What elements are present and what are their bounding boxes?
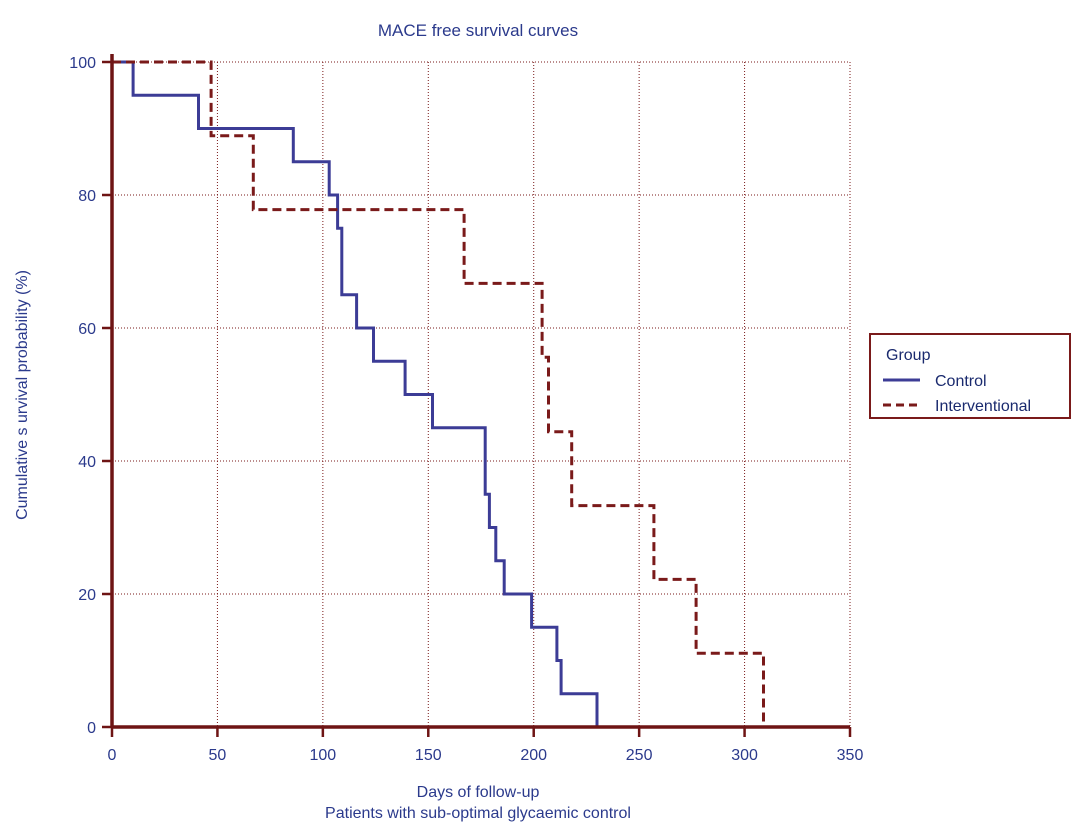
series-line-interventional: [112, 60, 765, 727]
x-tick-label: 350: [837, 747, 864, 764]
legend-title: Group: [886, 347, 931, 364]
y-axis-title: Cumulative s urvival probability (%): [14, 270, 31, 520]
chart-title: MACE free survival curves: [378, 21, 578, 40]
x-tick-label: 0: [108, 747, 117, 764]
legend-entry-control: Control: [935, 373, 987, 390]
x-tick-label: 250: [626, 747, 653, 764]
grid-lines: [112, 61, 851, 727]
tick-labels: 0 50 100 150 200 250 300 350 0 20 40 60 80 100: [69, 55, 863, 764]
x-axis-title: Days of follow-up: [417, 784, 540, 801]
series-line-control: [112, 60, 599, 727]
y-tick-label: 40: [78, 454, 96, 471]
y-tick-label: 20: [78, 587, 96, 604]
y-tick-label: 60: [78, 321, 96, 338]
legend-box: [869, 333, 1071, 419]
survival-curves: [112, 60, 765, 727]
legend: Group Control Interventional: [869, 333, 1071, 419]
x-tick-label: 300: [731, 747, 758, 764]
y-tick-label: 100: [69, 55, 96, 72]
y-tick-label: 80: [78, 188, 96, 205]
x-tick-label: 100: [310, 747, 337, 764]
chart-subtitle: Patients with sub-optimal glycaemic cont…: [325, 805, 631, 822]
y-tick-label: 0: [87, 720, 96, 737]
axes: [102, 54, 852, 737]
x-tick-label: 150: [415, 747, 442, 764]
x-tick-label: 50: [209, 747, 227, 764]
x-tick-label: 200: [520, 747, 547, 764]
legend-entry-interventional: Interventional: [935, 398, 1031, 415]
